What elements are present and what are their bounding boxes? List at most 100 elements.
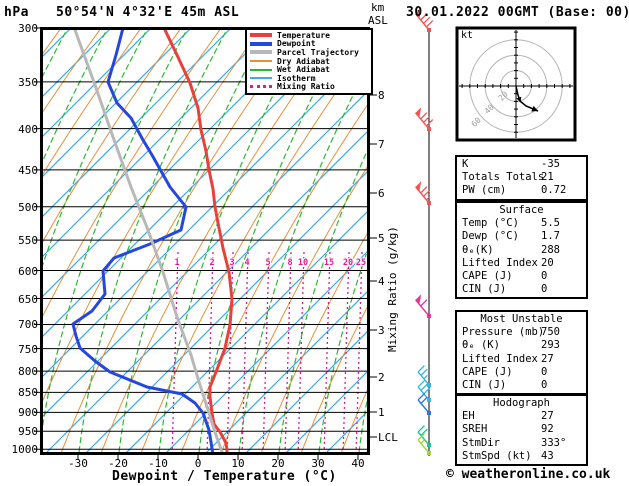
table-row-label: SREH — [462, 423, 488, 436]
temperature-curve — [163, 29, 234, 453]
hodograph-unit-label: kt — [461, 30, 474, 41]
legend-item: Mixing Ratio — [250, 82, 371, 91]
pressure-tick-label: 600 — [18, 264, 38, 278]
legend-swatch-wet-adiabat — [250, 68, 272, 71]
x-axis-title: Dewpoint / Temperature (°C) — [112, 469, 337, 484]
lcl-label: LCL — [378, 431, 398, 444]
temperature-tick-label: 10 — [231, 457, 245, 470]
table-row-value: 27 — [541, 410, 554, 423]
mixing-ratio-value-label: 3 — [229, 258, 234, 268]
legend-swatch-temperature — [250, 33, 272, 38]
indices-table: K -35 Totals Totals 21 PW (cm) 0.72 — [455, 155, 588, 201]
legend-swatch-parcel-trajectory — [250, 50, 272, 55]
mixing-ratio-value-label: 8 — [287, 258, 292, 268]
table-row: Pressure (mb) 750 — [457, 326, 586, 339]
table-row: θₑ(K) 288 — [457, 244, 586, 257]
table-row-value: 0 — [541, 283, 548, 296]
legend-item: Wet Adiabat — [250, 65, 371, 74]
km-tick-label: 2 — [378, 371, 385, 384]
table-row-label: Lifted Index — [462, 352, 538, 365]
pressure-tick-label: 650 — [18, 292, 38, 306]
wind-barb — [415, 294, 431, 318]
table-row-label: Pressure (mb) — [462, 326, 545, 339]
table-row-label: StmDir — [462, 436, 500, 449]
table-row-label: θₑ (K) — [462, 339, 500, 352]
pressure-tick-label: 800 — [18, 365, 38, 379]
table-row-label: Lifted Index — [462, 256, 538, 269]
table-row-value: 333° — [541, 436, 567, 449]
wind-barb — [417, 380, 431, 402]
pressure-tick-label: 750 — [18, 342, 38, 356]
table-row: StmSpd (kt) 43 — [457, 450, 586, 463]
table-row: Lifted Index 20 — [457, 257, 586, 270]
legend-swatch-mixing-ratio — [250, 85, 272, 89]
km-tick-label: 7 — [378, 138, 385, 151]
legend-item: Parcel Trajectory — [250, 48, 371, 57]
temperature-tick-label: 30 — [311, 457, 325, 470]
legend-swatch-dewpoint — [250, 41, 272, 46]
hodograph-ring-label: 60 — [470, 116, 483, 129]
table-row-value: 0 — [541, 379, 548, 392]
hodograph-ring-label: 40 — [483, 103, 496, 116]
table-row: CIN (J) 0 — [457, 283, 586, 296]
table-row: Totals Totals 21 — [457, 171, 586, 184]
table-header: Hodograph — [493, 397, 550, 409]
table-row-label: K — [462, 158, 469, 170]
indices-table: Most Unstable Pressure (mb) 750 θₑ (K) 293 Li… — [455, 310, 588, 396]
table-row-value: 5.5 — [541, 217, 560, 230]
km-tick-label: 5 — [378, 232, 385, 245]
table-row-value: 20 — [541, 256, 554, 269]
pressure-tick-label: 850 — [18, 386, 38, 400]
pressure-tick-label: 700 — [18, 318, 38, 332]
wind-barb — [417, 425, 431, 447]
wind-barb — [417, 365, 431, 387]
temperature-tick-label: -10 — [148, 457, 168, 470]
parcel-trajectory-curve — [73, 29, 224, 453]
pressure-unit-label: hPa — [4, 5, 29, 20]
table-row-label: PW (cm) — [462, 184, 507, 197]
pressure-tick-label: 400 — [18, 122, 38, 136]
pressure-tick-label: 500 — [18, 200, 38, 214]
table-row-label: CIN (J) — [462, 379, 507, 392]
table-row-label: Temp (°C) — [462, 217, 519, 230]
legend-item: Dewpoint — [250, 39, 371, 48]
table-row-value: 288 — [541, 243, 560, 256]
legend-swatch-dry-adiabat — [250, 60, 272, 63]
table-row-value: 0 — [541, 270, 548, 283]
mixing-ratio-value-label: 25 — [356, 258, 366, 268]
km-tick-label: 8 — [378, 89, 385, 102]
legend-box: Temperature Dewpoint Parcel Trajectory Dry … — [245, 28, 373, 95]
dewpoint-curve — [71, 29, 215, 453]
table-row: SREH 92 — [457, 423, 586, 436]
mixing-ratio-axis-label: Mixing Ratio (g/kg) — [386, 226, 399, 352]
mixing-ratio-value-label: 5 — [265, 258, 270, 268]
hodograph-ring-label: 20 — [497, 90, 510, 103]
km-tick-label: 6 — [378, 187, 385, 200]
wind-barb — [415, 181, 431, 205]
table-header: Most Unstable — [480, 313, 563, 325]
indices-table: Surface Temp (°C) 5.5 Dewp (°C) 1.7 θₑ(K) 288 L… — [455, 201, 588, 300]
wind-barb — [417, 393, 431, 415]
copyright: © weatheronline.co.uk — [446, 467, 611, 482]
table-row-label: Dewp (°C) — [462, 230, 519, 243]
table-row-value: 750 — [541, 326, 560, 339]
table-row-label: CIN (J) — [462, 283, 507, 296]
table-row: Dewp (°C) 1.7 — [457, 230, 586, 243]
mixing-ratio-value-label: 10 — [298, 258, 308, 268]
wind-barb — [417, 433, 431, 455]
table-row: CAPE (J) 0 — [457, 366, 586, 379]
pressure-tick-label: 950 — [18, 425, 38, 439]
legend-swatch-isotherm — [250, 77, 272, 80]
pressure-tick-label: 550 — [18, 234, 38, 248]
table-row-value: 21 — [541, 171, 554, 184]
temperature-tick-label: 40 — [351, 457, 365, 470]
table-row: K -35 — [457, 158, 586, 171]
mixing-ratio-value-label: 2 — [209, 258, 214, 268]
table-row: Temp (°C) 5.5 — [457, 217, 586, 230]
km-tick-label: 3 — [378, 324, 385, 337]
temperature-tick-label: 0 — [194, 457, 202, 470]
table-row: Lifted Index 27 — [457, 353, 586, 366]
table-row-value: 1.7 — [541, 230, 560, 243]
table-row-label: CAPE (J) — [462, 270, 513, 283]
